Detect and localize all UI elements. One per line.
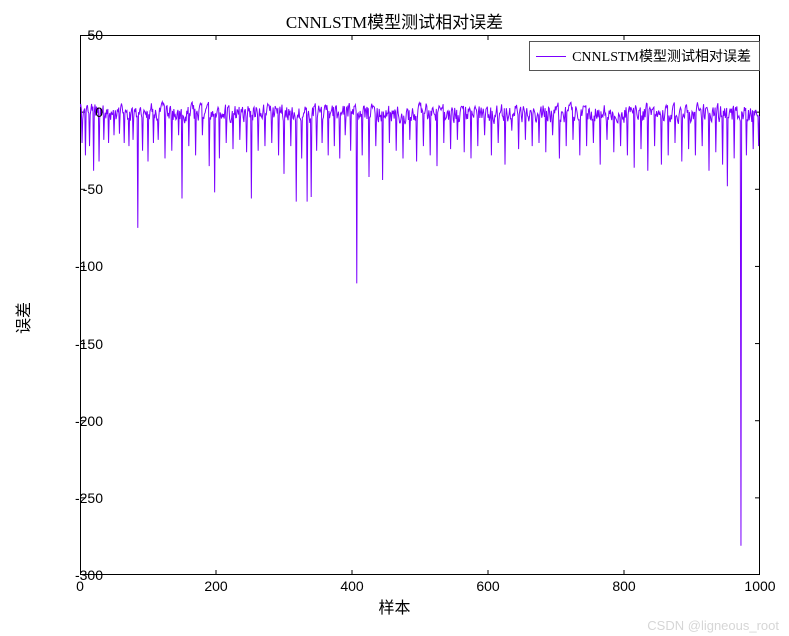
legend-label: CNNLSTM模型测试相对误差 [572,46,751,66]
y-axis-label: 误差 [10,302,34,334]
legend-box: CNNLSTM模型测试相对误差 [529,41,760,71]
watermark-text: CSDN @ligneous_root [647,618,779,633]
x-tick-label: 400 [340,578,363,594]
y-tick-label: -250 [53,490,103,506]
y-tick-label: 0 [53,104,103,120]
plot-svg [80,35,760,575]
y-tick-label: 50 [53,27,103,43]
y-tick-label: -50 [53,181,103,197]
x-tick-label: 600 [476,578,499,594]
y-tick-label: -100 [53,258,103,274]
chart-container: CNNLSTM模型测试相对误差 误差 样本 CNNLSTM模型测试相对误差 -3… [0,0,789,636]
plot-area: CNNLSTM模型测试相对误差 [80,35,760,575]
chart-title: CNNLSTM模型测试相对误差 [0,8,789,33]
x-tick-label: 800 [612,578,635,594]
y-tick-label: -150 [53,336,103,352]
y-tick-label: -200 [53,413,103,429]
error-series-line [80,102,759,546]
legend-line-sample [536,56,566,57]
x-tick-label: 1000 [744,578,775,594]
x-axis-label: 样本 [0,594,789,618]
x-tick-label: 0 [76,578,84,594]
x-tick-label: 200 [204,578,227,594]
